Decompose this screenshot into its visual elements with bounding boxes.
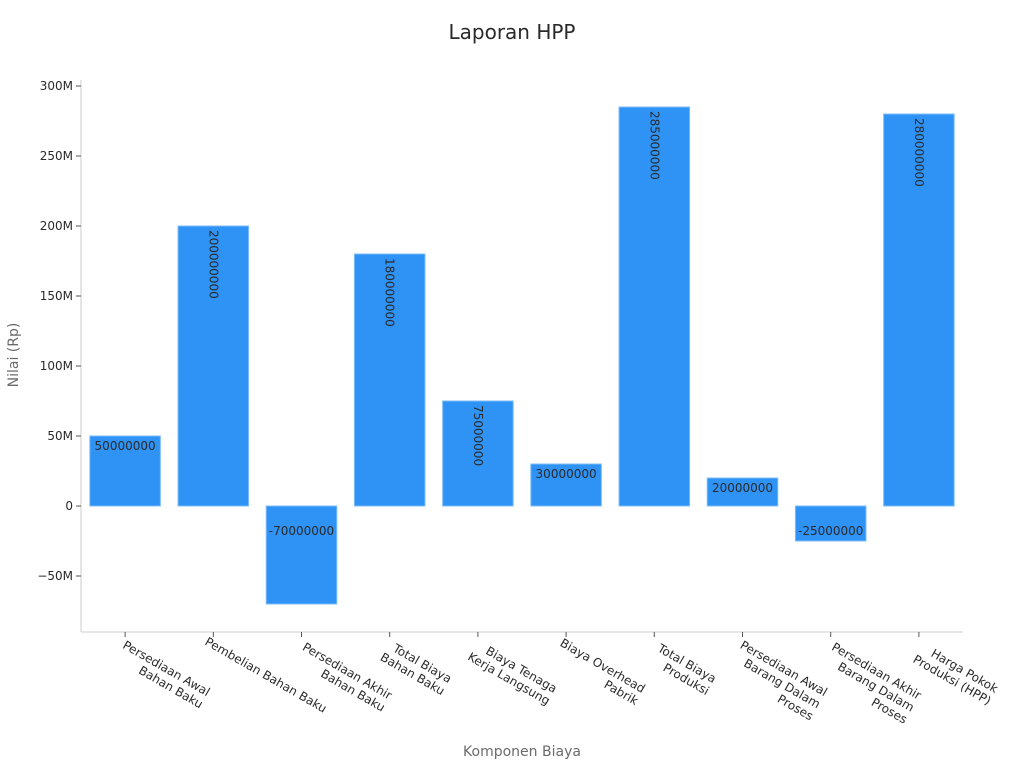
- bar: [618, 106, 691, 507]
- bar: [530, 463, 602, 507]
- bar: [265, 505, 338, 605]
- bar-data-label: 200000000: [206, 230, 220, 299]
- bar-data-label: 75000000: [471, 405, 485, 466]
- bar-data-label: 280000000: [912, 118, 926, 187]
- y-axis-ticks: −50M 0 50M 100M 150M 200M 250M 300M: [37, 79, 81, 583]
- bar-data-label: 50000000: [95, 439, 156, 453]
- y-tick-label: 150M: [40, 289, 73, 303]
- bar: [177, 225, 250, 507]
- bar: [883, 113, 955, 507]
- y-tick-label: 100M: [40, 359, 73, 373]
- y-tick-label: 250M: [40, 149, 73, 163]
- bar-data-label: 180000000: [383, 258, 397, 327]
- y-tick-label: 50M: [47, 429, 73, 443]
- bar-labels-group: 50000000 200000000 -70000000 180000000 75000…: [95, 111, 926, 538]
- x-tick-label: Harga PokokProduksi (HPP): [911, 640, 1001, 708]
- y-axis-title: Nilai (Rp): [6, 323, 22, 388]
- x-tick-label: Persediaan AkhirBarang DalamProses: [815, 640, 923, 727]
- bar-data-label: 20000000: [712, 481, 773, 495]
- y-tick-label: 200M: [40, 219, 73, 233]
- bar-data-label: -70000000: [269, 524, 334, 538]
- bar-data-label: 30000000: [536, 467, 597, 481]
- bar: [353, 253, 426, 507]
- bar: [89, 435, 161, 507]
- y-tick-label: 300M: [40, 79, 73, 93]
- y-tick-label: −50M: [37, 569, 73, 583]
- bar-data-label: 285000000: [647, 111, 661, 180]
- bar-data-label: -25000000: [798, 524, 863, 538]
- bars-group: [89, 106, 955, 605]
- bar: [794, 505, 867, 542]
- y-tick-label: 0: [65, 499, 73, 513]
- x-tick-label: Biaya OverheadPabrik: [551, 636, 648, 708]
- x-tick-label: Biaya TenagaKerja Langsung: [465, 637, 559, 707]
- x-tick-label: Persediaan AwalBahan Baku: [113, 638, 212, 711]
- x-tick-label: Total BiayaProduksi: [647, 641, 718, 698]
- chart-title: Laporan HPP: [448, 20, 576, 44]
- x-axis-title: Komponen Biaya: [463, 744, 581, 760]
- bar: [706, 477, 779, 507]
- x-tick-label: Persediaan AwalBarang DalamProses: [724, 638, 830, 723]
- bar: [442, 400, 514, 507]
